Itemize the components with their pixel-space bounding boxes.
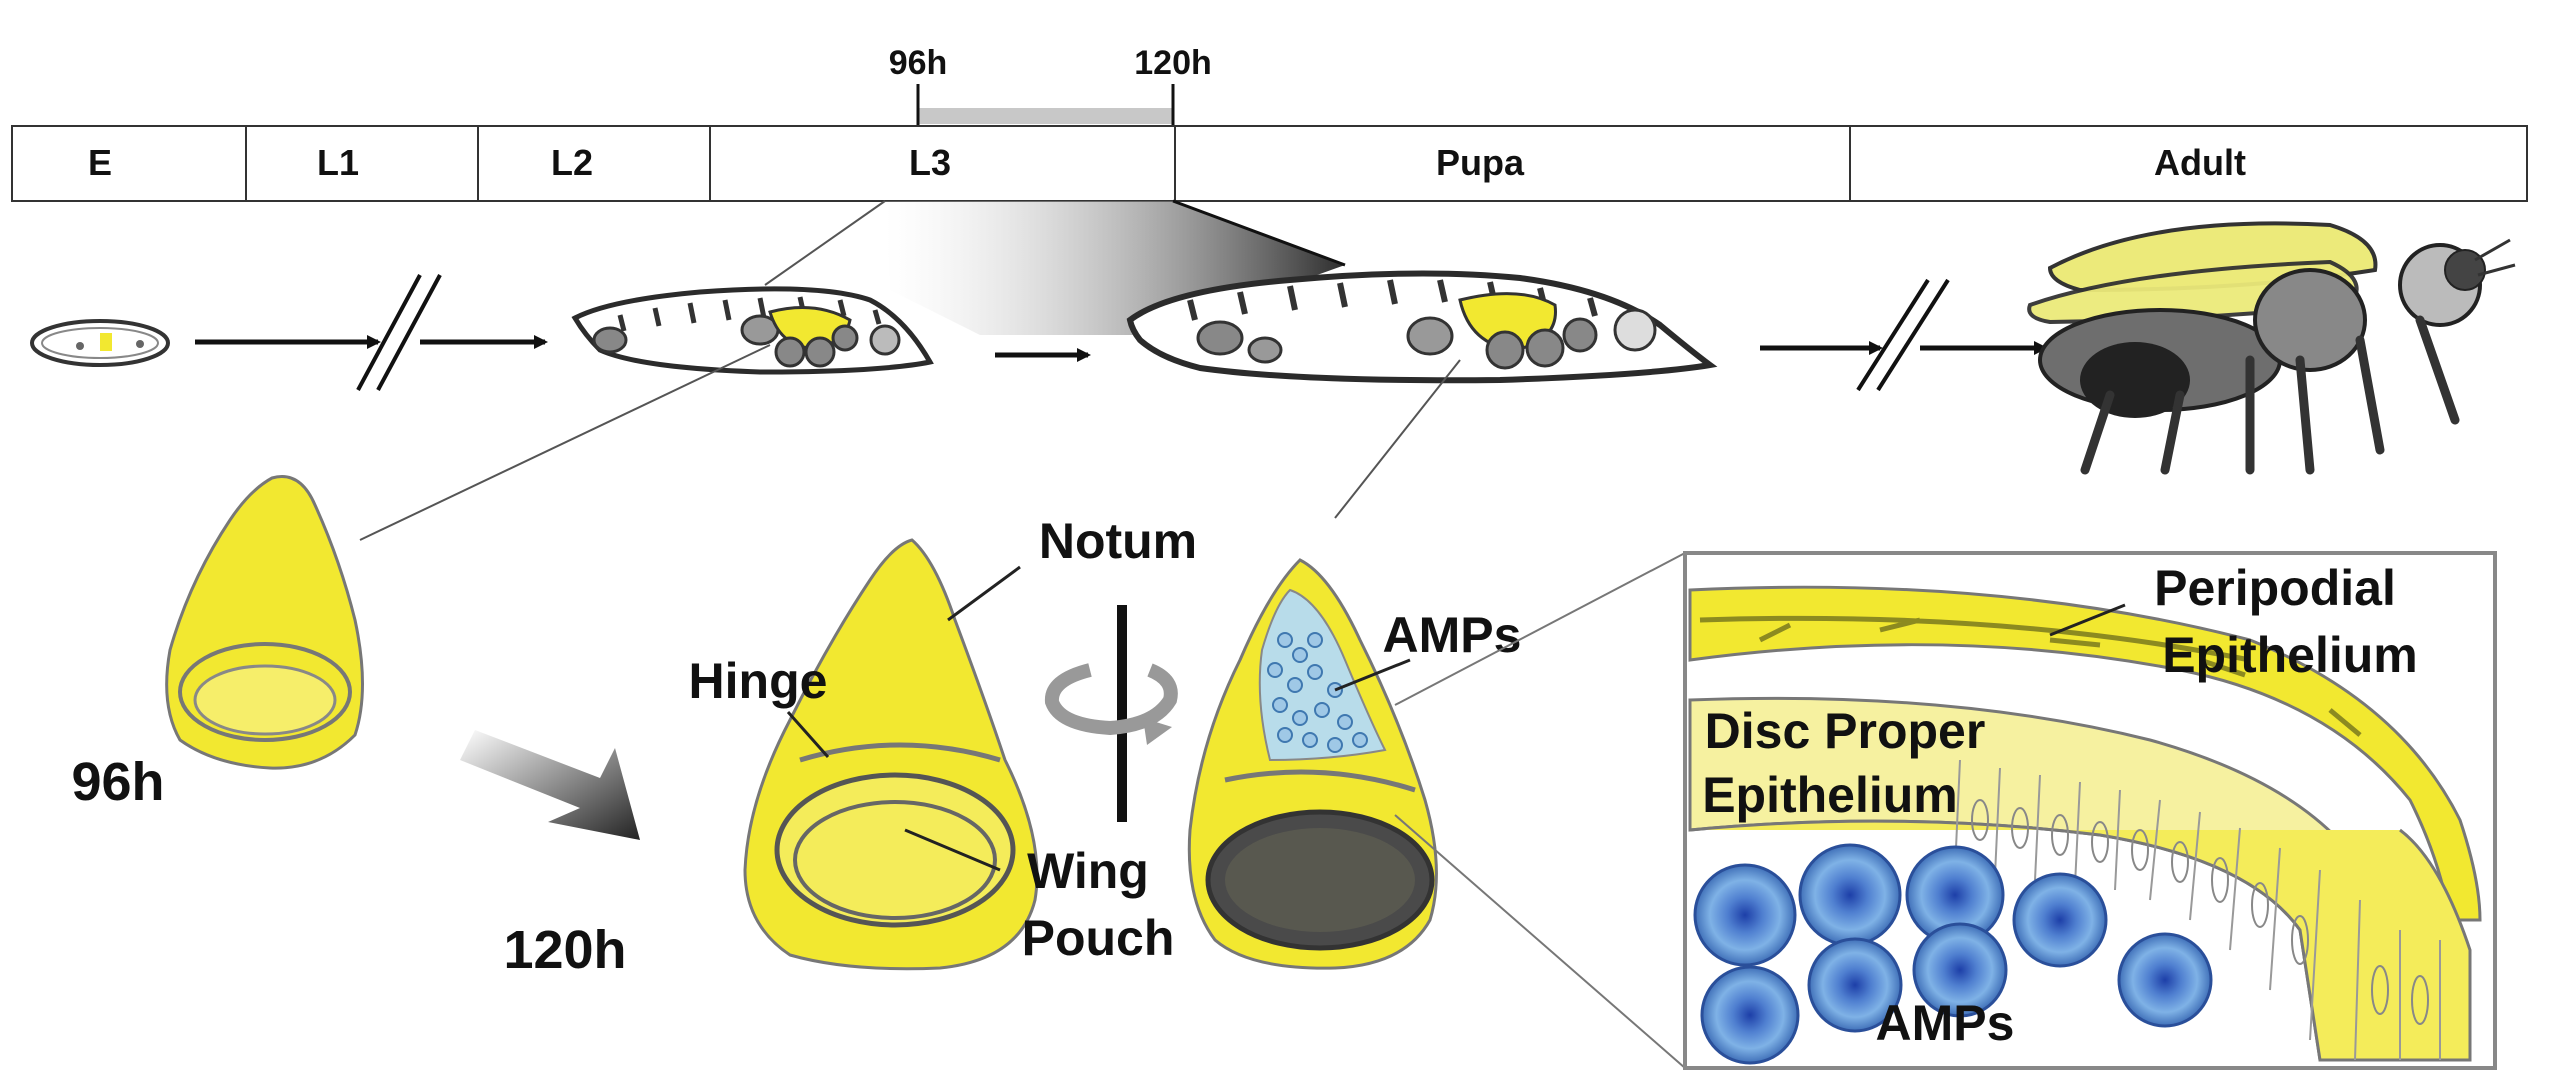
hinge-leader — [786, 711, 830, 758]
amp-cluster — [1267, 632, 1368, 753]
label-amps-disc: AMPs — [1383, 607, 1522, 663]
label-pouch: Pouch — [1022, 910, 1175, 966]
stage-pupa: Pupa — [1436, 142, 1525, 183]
notum-leader — [947, 565, 1021, 622]
peripodial-leader — [2049, 603, 2126, 637]
adult-fly — [2027, 221, 2516, 475]
amp-cells — [1693, 843, 2213, 1065]
amps-disc-leader — [1334, 658, 1411, 692]
window-end-label: 120h — [1134, 44, 1212, 82]
label-96h: 96h — [71, 752, 164, 812]
label-peripodial-1: Peripodial — [2154, 560, 2396, 616]
window-start-label: 96h — [889, 44, 948, 82]
label-amps-inset: AMPs — [1876, 995, 2015, 1051]
timeline-frame — [11, 125, 2528, 202]
label-disc-proper-2: Epithelium — [1702, 767, 1958, 823]
window-bar — [918, 108, 1173, 124]
developmental-timeline: 96h 120h E L1 L2 L3 Pupa Adult — [11, 44, 2528, 202]
label-hinge: Hinge — [689, 653, 828, 709]
larva-120h — [1126, 270, 1718, 384]
wing-pouch-leader — [904, 828, 1001, 872]
stage-l1: L1 — [317, 142, 359, 183]
life-cycle-row — [30, 221, 2516, 475]
label-peripodial-2: Epithelium — [2162, 627, 2418, 683]
label-disc-proper-1: Disc Proper — [1705, 703, 1986, 759]
stage-e: E — [88, 142, 112, 183]
egg-illustration — [30, 319, 170, 367]
stage-l3: L3 — [909, 142, 951, 183]
disc-120h-front: Notum Hinge Wing Pouch — [689, 513, 1197, 971]
inset-cross-section: Peripodial Epithelium Disc Proper Epithe… — [1683, 551, 2497, 1070]
stage-l2: L2 — [551, 142, 593, 183]
larva-96h — [571, 286, 934, 375]
disc-96h: 96h — [71, 475, 364, 812]
stage-adult: Adult — [2154, 142, 2246, 183]
transition-arrow — [460, 730, 640, 840]
label-120h: 120h — [503, 920, 626, 980]
label-wing: Wing — [1027, 843, 1149, 899]
rotate-icon — [1044, 605, 1178, 822]
cell-nuclei — [1971, 799, 2429, 1025]
columnar-cells — [1954, 759, 2441, 1061]
disc-120h-rotated: AMPs — [1187, 558, 1522, 970]
label-notum: Notum — [1039, 513, 1197, 569]
